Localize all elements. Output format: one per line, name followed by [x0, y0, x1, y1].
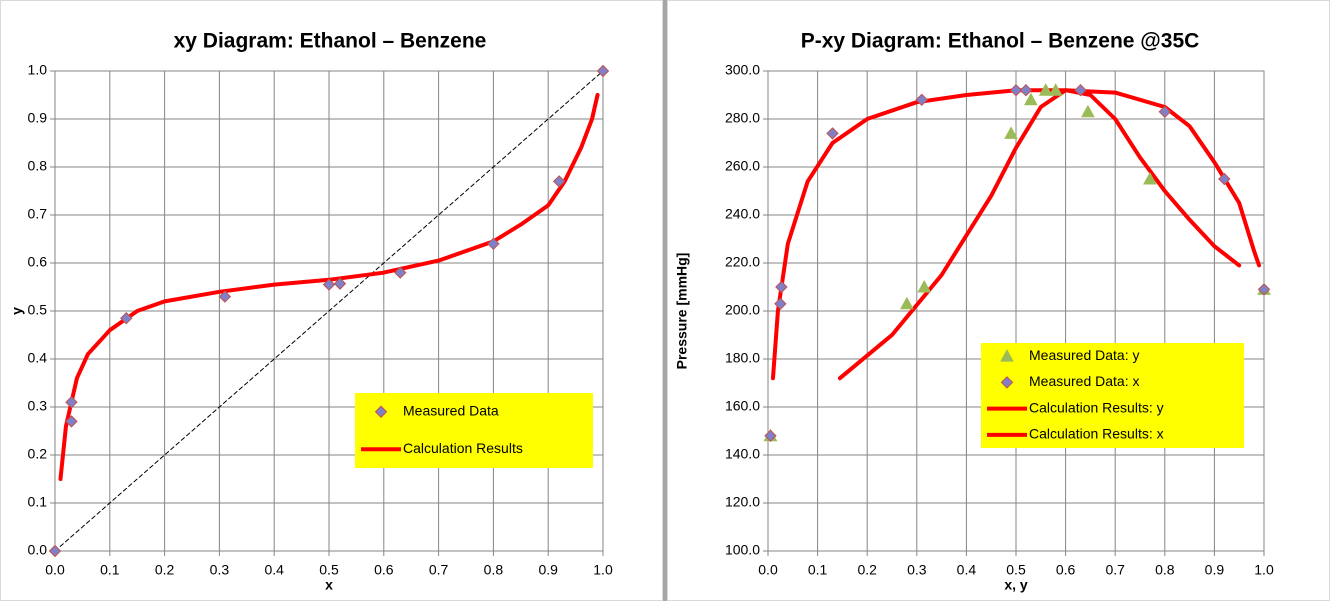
marker — [374, 405, 388, 418]
y-tick-label: 300.0 — [725, 62, 760, 78]
x-tick-label: 0.4 — [957, 562, 977, 578]
marker — [774, 297, 787, 311]
x-tick-label: 0.6 — [374, 562, 394, 578]
marker — [65, 395, 78, 409]
x-tick-label: 0.0 — [758, 562, 778, 578]
legend-label: Calculation Results: x — [1029, 426, 1164, 442]
marker — [322, 278, 336, 291]
legend-label: Measured Data — [403, 402, 499, 418]
marker — [120, 311, 133, 325]
y-tick-label: 0.6 — [28, 254, 48, 270]
x-tick-label: 0.1 — [100, 562, 120, 578]
marker — [487, 237, 500, 251]
x-axis-label: x, y — [1004, 577, 1028, 593]
marker — [1019, 83, 1033, 97]
y-tick-label: 1.0 — [28, 62, 48, 78]
y-tick-label: 240.0 — [725, 206, 760, 222]
y-tick-label: 260.0 — [725, 158, 760, 174]
marker — [1081, 104, 1095, 118]
x-tick-label: 1.0 — [1254, 562, 1274, 578]
marker — [1257, 283, 1271, 296]
chart-title: P-xy Diagram: Ethanol – Benzene @35C — [801, 30, 1200, 53]
diagonal-line — [54, 70, 604, 552]
legend-label: Calculation Results: y — [1029, 399, 1164, 415]
y-tick-label: 0.0 — [28, 542, 48, 558]
x-tick-label: 0.9 — [538, 562, 558, 578]
divider — [663, 0, 667, 601]
marker — [1024, 92, 1038, 106]
x-tick-label: 0.2 — [155, 562, 175, 578]
x-tick-label: 0.5 — [1006, 562, 1026, 578]
y-tick-label: 0.1 — [28, 494, 48, 510]
x-tick-label: 0.6 — [1056, 562, 1076, 578]
marker — [900, 296, 914, 310]
y-tick-label: 280.0 — [725, 110, 760, 126]
marker — [1143, 171, 1157, 185]
x-tick-label: 0.9 — [1205, 562, 1225, 578]
y-tick-label: 0.3 — [28, 398, 48, 414]
marker — [1009, 83, 1023, 97]
x-tick-label: 0.8 — [1155, 562, 1175, 578]
y-tick-label: 0.9 — [28, 110, 48, 126]
y-tick-label: 0.2 — [28, 446, 48, 462]
marker — [1000, 349, 1014, 362]
marker — [1048, 83, 1063, 96]
x-tick-label: 0.4 — [264, 562, 284, 578]
x-tick-label: 0.5 — [319, 562, 339, 578]
x-tick-label: 0.3 — [210, 562, 230, 578]
marker — [596, 64, 610, 78]
legend-label: Measured Data: y — [1029, 347, 1140, 363]
x-tick-label: 0.7 — [429, 562, 449, 578]
marker — [1074, 83, 1087, 97]
chart-title: xy Diagram: Ethanol – Benzene — [174, 30, 487, 53]
marker — [775, 280, 788, 294]
y-tick-label: 0.7 — [28, 206, 48, 222]
y-axis-label: Pressure [mmHg] — [674, 253, 690, 370]
marker — [552, 175, 566, 188]
marker — [48, 544, 62, 558]
marker — [1038, 83, 1053, 96]
marker — [1218, 172, 1231, 186]
x-tick-label: 0.7 — [1105, 562, 1125, 578]
legend — [355, 393, 593, 468]
marker — [764, 429, 777, 443]
x-tick-label: 1.0 — [593, 562, 613, 578]
marker — [1158, 105, 1172, 119]
marker — [1000, 376, 1014, 389]
marker — [826, 127, 839, 140]
legend-label: Calculation Results — [403, 440, 523, 456]
y-tick-label: 120.0 — [725, 494, 760, 510]
x-tick-label: 0.2 — [857, 562, 877, 578]
y-tick-label: 140.0 — [725, 446, 760, 462]
y-tick-label: 160.0 — [725, 398, 760, 414]
y-tick-label: 0.8 — [28, 158, 48, 174]
marker — [1004, 126, 1018, 139]
y-axis-label: y — [9, 307, 25, 315]
legend — [981, 343, 1244, 448]
marker — [915, 93, 928, 107]
marker — [917, 279, 932, 293]
y-tick-label: 220.0 — [725, 254, 760, 270]
x-tick-label: 0.0 — [45, 562, 65, 578]
marker — [394, 266, 407, 279]
y-tick-label: 200.0 — [725, 302, 760, 318]
x-tick-label: 0.3 — [907, 562, 927, 578]
marker — [218, 290, 232, 303]
y-tick-label: 180.0 — [725, 350, 760, 366]
legend-label: Measured Data: x — [1029, 373, 1140, 389]
y-tick-label: 0.5 — [28, 302, 48, 318]
marker — [65, 415, 78, 428]
x-axis-label: x — [325, 577, 333, 593]
y-tick-label: 100.0 — [725, 542, 760, 558]
y-tick-label: 0.4 — [28, 350, 48, 366]
marker — [333, 277, 347, 290]
x-tick-label: 0.1 — [808, 562, 828, 578]
x-tick-label: 0.8 — [484, 562, 504, 578]
